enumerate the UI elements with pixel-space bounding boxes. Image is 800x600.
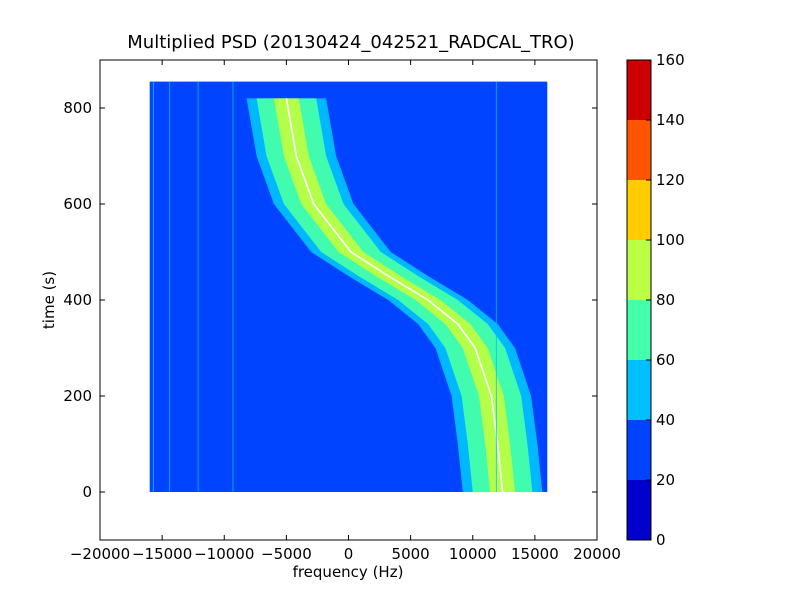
x-axis: −20000 −15000 −10000 −5000 0 5000 10000 15000 20… bbox=[70, 60, 621, 563]
colorbar-tick-label: 160 bbox=[656, 51, 685, 69]
x-tick-label: 5000 bbox=[392, 545, 430, 563]
x-tick-label: −10000 bbox=[194, 545, 254, 563]
colorbar-segment-60 bbox=[627, 300, 651, 360]
chart-title: Multiplied PSD (20130424_042521_RADCAL_T… bbox=[127, 32, 574, 53]
chirp-core-line bbox=[285, 98, 504, 493]
y-axis-label: time (s) bbox=[40, 271, 58, 329]
chirp-bands bbox=[246, 98, 543, 493]
colorbar-segment-120 bbox=[627, 120, 651, 180]
colorbar-segment-40 bbox=[627, 360, 651, 420]
x-tick-label: 15000 bbox=[511, 545, 559, 563]
vertical-lines bbox=[152, 81, 497, 492]
y-tick-label: 600 bbox=[63, 195, 92, 213]
colorbar-tick-label: 0 bbox=[656, 531, 666, 549]
x-tick-label: −15000 bbox=[132, 545, 192, 563]
y-tick-label: 800 bbox=[63, 99, 92, 117]
x-tick-label: −5000 bbox=[261, 545, 312, 563]
y-tick-label: 200 bbox=[63, 387, 92, 405]
colorbar-segment-0 bbox=[627, 480, 651, 540]
colorbar-tick-label: 140 bbox=[656, 111, 685, 129]
x-tick-label: 20000 bbox=[573, 545, 621, 563]
y-tick-label: 400 bbox=[63, 291, 92, 309]
colorbar-segment-20 bbox=[627, 420, 651, 480]
x-tick-label: 0 bbox=[344, 545, 354, 563]
colorbar-segment-100 bbox=[627, 180, 651, 240]
y-tick-label: 0 bbox=[82, 483, 92, 501]
colorbar-tick-label: 40 bbox=[656, 411, 675, 429]
band-level-80 bbox=[273, 98, 515, 493]
plot-area bbox=[99, 59, 598, 541]
colorbar-segment-80 bbox=[627, 240, 651, 300]
y-axis: 0 200 400 600 800 bbox=[63, 99, 597, 501]
x-axis-label: frequency (Hz) bbox=[293, 563, 404, 581]
x-tick-label: −20000 bbox=[70, 545, 130, 563]
x-tick-label: 10000 bbox=[449, 545, 497, 563]
colorbar-tick-label: 80 bbox=[656, 291, 675, 309]
colorbar-tick-label: 100 bbox=[656, 231, 685, 249]
colorbar-tick-label: 20 bbox=[656, 471, 675, 489]
band-level-60 bbox=[256, 98, 533, 493]
colorbar-tick-label: 120 bbox=[656, 171, 685, 189]
colorbar-tick-label: 60 bbox=[656, 351, 675, 369]
colorbar: 0 20 40 60 80 100 120 140 160 bbox=[626, 51, 685, 549]
colorbar-segment-140 bbox=[627, 60, 651, 120]
